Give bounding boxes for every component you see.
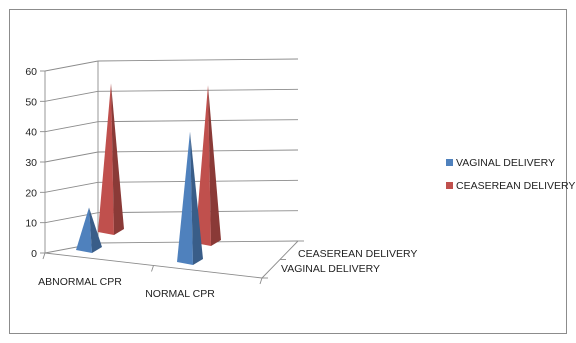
bar-0-1 [177, 131, 203, 265]
y-tick-label: 60 [25, 66, 37, 78]
bar-face-side [89, 207, 102, 253]
depth-axis-label: VAGINAL DELIVERY [281, 263, 380, 275]
bar-face-side [208, 85, 221, 247]
depth-axis-label: CEASEREAN DELIVERY [298, 248, 417, 260]
grid [44, 58, 299, 254]
x-tick-mark-0 [42, 252, 46, 260]
bar-0-0 [76, 207, 102, 253]
gridline-left-40 [44, 121, 99, 133]
y-tick-label: 40 [25, 127, 37, 139]
gridline-back-40 [97, 119, 299, 123]
labels: 0 10 20 30 40 50 60 ABNORMAL CPR NORMAL CPR VAGIN… [25, 66, 417, 300]
x-category-label: NORMAL CPR [145, 288, 215, 300]
gridline-back-30 [97, 149, 299, 153]
bar-1-0 [98, 83, 124, 235]
gridline-back-20 [97, 179, 299, 183]
y-tick-label: 10 [25, 218, 37, 230]
x-tick-mark-2 [259, 277, 263, 285]
chart-frame [9, 9, 567, 334]
bars [76, 83, 221, 265]
y-tick-label: 50 [25, 96, 37, 108]
gridline-left-20 [44, 181, 99, 193]
bar-face-front [177, 131, 193, 265]
y-tick-label: 20 [25, 187, 37, 199]
legend-label: VAGINAL DELIVERY [456, 157, 555, 169]
legend-swatch [446, 182, 453, 189]
bar-face-side [111, 83, 124, 235]
bar-face-side [190, 131, 203, 265]
legend: VAGINAL DELIVERY CEASEREAN DELIVERY [446, 157, 575, 192]
bar-face-front [76, 207, 92, 253]
gridline-back-60 [97, 58, 299, 62]
gridline-left-30 [44, 151, 99, 163]
x-category-label: ABNORMAL CPR [38, 276, 122, 288]
bar-face-front [195, 85, 211, 247]
bar-1-1 [195, 85, 221, 247]
legend-swatch [446, 159, 453, 166]
gridline-back-50 [97, 88, 299, 92]
gridline-left-60 [44, 60, 99, 72]
x-tick-mark-1 [151, 265, 154, 272]
y-tick-label: 0 [31, 248, 37, 260]
y-tick-label: 30 [25, 157, 37, 169]
legend-label: CEASEREAN DELIVERY [456, 180, 575, 192]
bar-face-front [98, 83, 114, 235]
axes [40, 61, 304, 285]
gridline-left-50 [44, 90, 99, 102]
